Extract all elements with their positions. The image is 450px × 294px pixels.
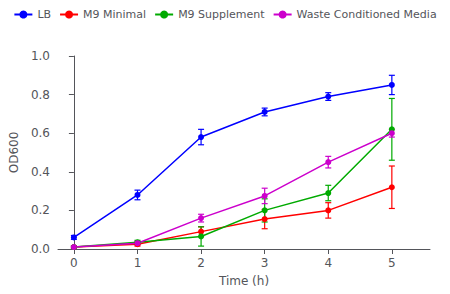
svg-text:M9 Supplement: M9 Supplement xyxy=(178,8,265,21)
svg-text:0.6: 0.6 xyxy=(31,126,50,140)
svg-text:0: 0 xyxy=(70,256,78,270)
svg-text:LB: LB xyxy=(37,8,51,21)
svg-text:Time (h): Time (h) xyxy=(218,274,269,288)
svg-text:1.0: 1.0 xyxy=(31,49,50,63)
svg-text:M9 Minimal: M9 Minimal xyxy=(83,8,146,21)
svg-text:Waste Conditioned Media: Waste Conditioned Media xyxy=(297,8,437,21)
svg-text:3: 3 xyxy=(261,256,269,270)
svg-text:5: 5 xyxy=(388,256,396,270)
svg-text:0.2: 0.2 xyxy=(31,203,50,217)
svg-text:0.0: 0.0 xyxy=(31,242,50,256)
svg-text:1: 1 xyxy=(134,256,142,270)
svg-text:OD600: OD600 xyxy=(7,132,21,174)
svg-text:4: 4 xyxy=(324,256,332,270)
svg-text:0.8: 0.8 xyxy=(31,88,50,102)
svg-text:2: 2 xyxy=(197,256,205,270)
svg-text:0.4: 0.4 xyxy=(31,165,50,179)
